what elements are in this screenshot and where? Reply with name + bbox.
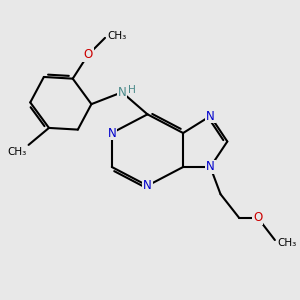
Text: O: O <box>253 212 262 224</box>
Text: N: N <box>118 86 126 99</box>
Text: N: N <box>206 160 215 173</box>
Text: CH₃: CH₃ <box>108 31 127 41</box>
Text: O: O <box>83 48 93 62</box>
Text: N: N <box>143 179 152 192</box>
Text: N: N <box>206 110 215 122</box>
Text: H: H <box>128 85 135 94</box>
Text: CH₃: CH₃ <box>278 238 297 248</box>
Text: CH₃: CH₃ <box>8 147 27 157</box>
Text: N: N <box>107 127 116 140</box>
